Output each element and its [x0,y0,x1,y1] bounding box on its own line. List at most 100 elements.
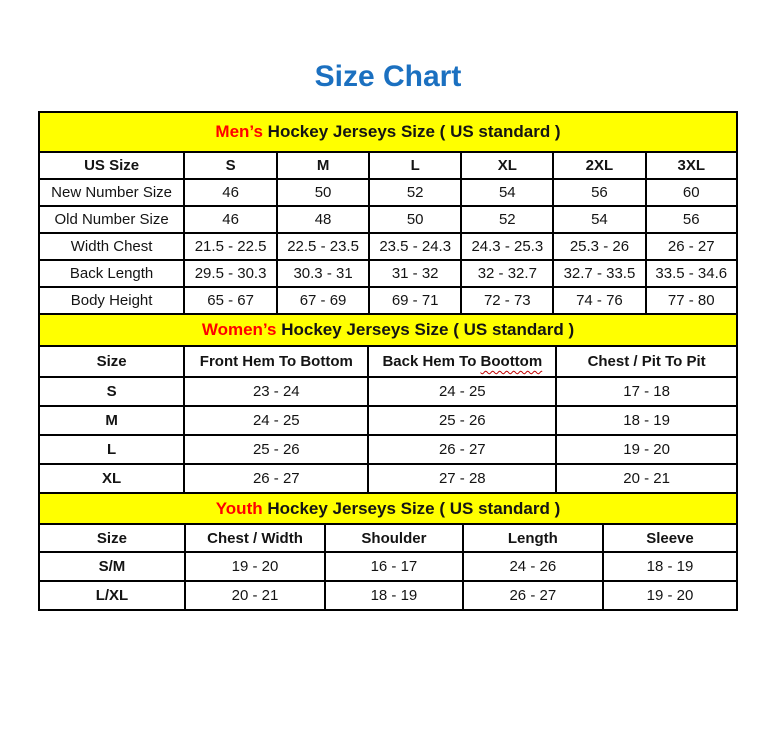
table-row: S/M 19 - 20 16 - 17 24 - 26 18 - 19 [38,551,739,582]
youth-header-row: Size Chest / Width Shoulder Length Sleeve [38,523,739,553]
column-header: US Size [37,151,186,180]
column-header: Shoulder [324,523,464,553]
cell: 46 [183,178,278,207]
row-label: Old Number Size [37,205,186,234]
youth-heading-row: Youth Hockey Jerseys Size ( US standard … [38,492,738,525]
column-header: 2XL [552,151,647,180]
cell: 33.5 - 34.6 [644,259,738,288]
cell: 52 [460,205,555,234]
heading-rest: Hockey Jerseys Size ( US standard ) [276,320,575,339]
cell: 16 - 17 [324,551,464,582]
size-tables: Men’s Hockey Jerseys Size ( US standard … [37,111,739,611]
cell: 77 - 80 [644,286,738,315]
cell: 18 - 19 [555,405,738,436]
cell: 46 [183,205,278,234]
misspelled-word: Boottom [480,353,543,370]
cell: 60 [644,178,738,207]
row-label: New Number Size [37,178,186,207]
column-header: Size [38,523,186,553]
women-section-heading: Women’s Hockey Jerseys Size ( US standar… [38,313,738,347]
column-header: S [183,151,278,180]
heading-highlight: Men’s [215,122,263,141]
cell: 17 - 18 [555,376,738,407]
row-label: Body Height [37,286,186,315]
cell: 32 - 32.7 [460,259,555,288]
table-row: L 25 - 26 26 - 27 19 - 20 [37,434,738,465]
men-heading-row: Men’s Hockey Jerseys Size ( US standard … [38,111,738,153]
cell: 22.5 - 23.5 [275,232,371,261]
youth-size-table: Youth Hockey Jerseys Size ( US standard … [38,492,739,611]
cell: 31 - 32 [368,259,463,288]
cell: 26 - 27 [461,580,604,611]
cell: 19 - 20 [555,434,738,465]
cell: 23 - 24 [183,376,370,407]
cell: 27 - 28 [367,463,558,494]
cell: 20 - 21 [183,580,327,611]
table-row: Old Number Size 46 48 50 52 54 56 [37,205,738,234]
women-heading-row: Women’s Hockey Jerseys Size ( US standar… [38,313,738,347]
cell: 24 - 26 [461,551,604,582]
heading-highlight: Women’s [201,320,277,339]
table-row: Body Height 65 - 67 67 - 69 69 - 71 72 - 73 7… [37,286,738,315]
table-row: S 23 - 24 24 - 25 17 - 18 [37,376,738,407]
cell: 26 - 27 [367,434,558,465]
column-header-text: Back Hem To [382,353,481,370]
table-row: L/XL 20 - 21 18 - 19 26 - 27 19 - 20 [38,580,739,611]
size-chart-page: Size Chart Men’s Hockey Jerseys Size ( U… [0,60,776,611]
column-header: Chest / Width [183,523,327,553]
cell: 65 - 67 [183,286,278,315]
column-header: Chest / Pit To Pit [555,345,738,378]
row-label: S/M [38,551,186,582]
table-row: Back Length 29.5 - 30.3 30.3 - 31 31 - 32 32… [37,259,738,288]
cell: 56 [552,178,647,207]
cell: 50 [368,205,463,234]
youth-section-heading: Youth Hockey Jerseys Size ( US standard … [38,492,738,525]
cell: 54 [460,178,555,207]
women-size-table: Women’s Hockey Jerseys Size ( US standar… [37,313,738,494]
cell: 19 - 20 [183,551,327,582]
column-header: XL [460,151,555,180]
column-header: Back Hem To Boottom [367,345,558,378]
cell: 23.5 - 24.3 [368,232,463,261]
cell: 26 - 27 [183,463,370,494]
column-header: L [368,151,463,180]
cell: 30.3 - 31 [275,259,371,288]
cell: 24 - 25 [183,405,370,436]
table-row: XL 26 - 27 27 - 28 20 - 21 [37,463,738,494]
cell: 25 - 26 [367,405,558,436]
cell: 18 - 19 [324,580,464,611]
cell: 20 - 21 [555,463,738,494]
cell: 18 - 19 [601,551,739,582]
table-row: M 24 - 25 25 - 26 18 - 19 [37,405,738,436]
column-header: M [275,151,371,180]
men-header-row: US Size S M L XL 2XL 3XL [37,151,738,180]
cell: 74 - 76 [552,286,647,315]
table-row: New Number Size 46 50 52 54 56 60 [37,178,738,207]
row-label: S [37,376,186,407]
row-label: L [37,434,186,465]
row-label: L/XL [38,580,186,611]
men-section-heading: Men’s Hockey Jerseys Size ( US standard … [38,111,738,153]
cell: 48 [275,205,371,234]
cell: 69 - 71 [368,286,463,315]
cell: 67 - 69 [275,286,371,315]
page-title: Size Chart [314,60,462,93]
cell: 24.3 - 25.3 [460,232,555,261]
cell: 19 - 20 [601,580,739,611]
cell: 72 - 73 [460,286,555,315]
cell: 29.5 - 30.3 [183,259,278,288]
table-row: Width Chest 21.5 - 22.5 22.5 - 23.5 23.5 - … [37,232,738,261]
cell: 54 [552,205,647,234]
cell: 32.7 - 33.5 [552,259,647,288]
cell: 26 - 27 [644,232,738,261]
heading-rest: Hockey Jerseys Size ( US standard ) [262,122,561,141]
cell: 50 [275,178,371,207]
women-header-row: Size Front Hem To Bottom Back Hem To Boott… [37,345,738,378]
row-label: M [37,405,186,436]
row-label: XL [37,463,186,494]
heading-rest: Hockey Jerseys Size ( US standard ) [262,498,561,518]
column-header: Length [461,523,604,553]
column-header: Size [37,345,186,378]
heading-highlight: Youth [215,498,263,518]
column-header: Sleeve [601,523,739,553]
